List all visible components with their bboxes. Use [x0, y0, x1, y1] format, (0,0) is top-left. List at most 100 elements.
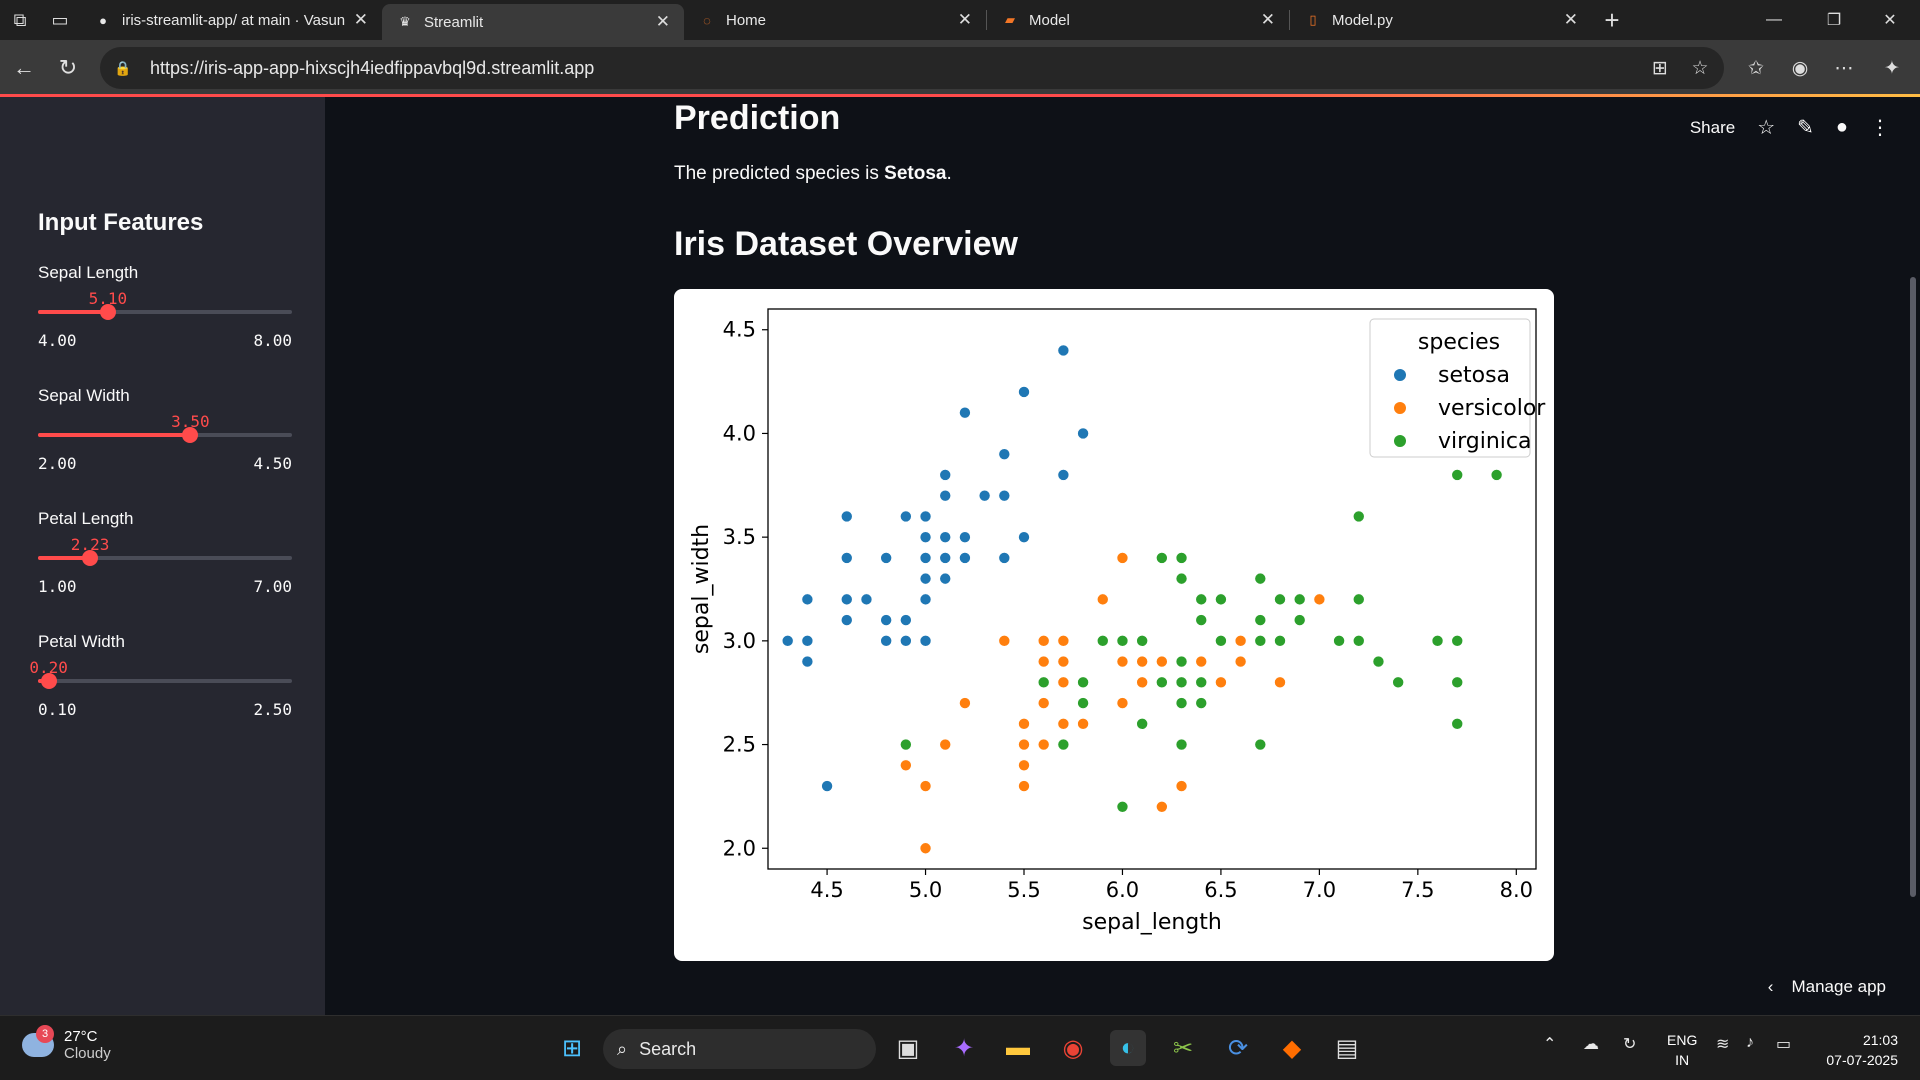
copilot-icon[interactable]: ✦ — [1884, 57, 1900, 79]
close-window-button[interactable]: ✕ — [1883, 12, 1897, 29]
tab-model-py[interactable]: ▯ Model.py ✕ — [1290, 0, 1592, 40]
restore-button[interactable]: ❐ — [1826, 12, 1842, 29]
share-button[interactable]: Share — [1689, 117, 1736, 137]
file-explorer-icon[interactable]: ▬ — [1006, 1034, 1030, 1061]
wifi-icon[interactable]: ≋ — [1716, 1036, 1730, 1053]
slider-thumb[interactable] — [99, 304, 116, 320]
slider-sepal-width[interactable]: Sepal Width 3.50 2.00 4.50 — [38, 386, 292, 496]
git-app-icon[interactable]: ◆ — [1282, 1034, 1302, 1062]
slider-thumb[interactable] — [82, 550, 99, 566]
slider-petal-width[interactable]: Petal Width 0.20 0.10 2.50 — [29, 632, 292, 742]
copilot-app-icon[interactable]: ✦ — [953, 1034, 975, 1062]
tab-home[interactable]: ◌ Home ✕ — [684, 0, 986, 40]
tab-github[interactable]: ● iris-streamlit-app/ at main · Vasun ✕ — [80, 0, 382, 40]
data-point-virginica — [1156, 676, 1168, 689]
slider-petal-length[interactable]: Petal Length 2.23 1.00 7.00 — [38, 509, 292, 619]
sidebar: Input Features Sepal Length 5.10 4.00 8.… — [0, 97, 325, 1015]
data-point-versicolor — [1175, 780, 1188, 792]
taskbar-search[interactable]: ⌕ Search — [603, 1029, 876, 1069]
url-field[interactable]: 🔒 https://iris-app-app-hixscjh4iedfippav… — [100, 47, 1724, 89]
more-vertical-icon[interactable]: ⋮ — [1870, 117, 1890, 139]
close-icon[interactable]: ✕ — [655, 12, 670, 31]
data-point-setosa — [880, 614, 892, 626]
close-icon[interactable]: ✕ — [353, 10, 368, 29]
data-point-virginica — [1077, 676, 1089, 689]
task-view-icon[interactable]: ▣ — [896, 1034, 920, 1062]
profile-avatar[interactable]: ◉ — [1791, 57, 1809, 79]
sidebar-title: Input Features — [38, 209, 204, 236]
onedrive-icon[interactable]: ☁ — [1583, 1036, 1599, 1053]
data-point-versicolor — [1156, 800, 1168, 813]
data-point-setosa — [959, 552, 971, 564]
data-point-setosa — [919, 635, 932, 647]
data-point-versicolor — [1018, 759, 1030, 772]
star-icon[interactable]: ☆ — [1757, 117, 1776, 139]
edit-icon[interactable]: ✎ — [1797, 117, 1814, 139]
sync-app-icon[interactable]: ⟳ — [1227, 1034, 1249, 1062]
close-icon[interactable]: ✕ — [957, 10, 972, 29]
x-tick-label: 7.0 — [1303, 878, 1336, 902]
app-available-icon[interactable]: ⊞ — [1652, 57, 1668, 79]
favorite-star-icon[interactable]: ☆ — [1691, 57, 1709, 79]
data-point-virginica — [1057, 738, 1070, 751]
data-point-virginica — [1175, 697, 1188, 709]
snipping-tool-icon[interactable]: ✂ — [1172, 1034, 1194, 1062]
workspaces-icon[interactable]: ⧉ — [13, 9, 27, 30]
battery-icon[interactable]: ▭ — [1776, 1036, 1792, 1053]
close-icon[interactable]: ✕ — [1260, 10, 1275, 29]
back-button[interactable]: ← — [13, 55, 35, 80]
slider-thumb[interactable] — [182, 427, 199, 443]
tab-model[interactable]: ▰ Model ✕ — [987, 0, 1289, 40]
slider-track[interactable] — [38, 427, 292, 443]
slider-track[interactable] — [38, 304, 292, 320]
y-tick-label: 2.5 — [723, 733, 756, 757]
data-point-virginica — [1096, 635, 1109, 647]
site-info-icon[interactable]: 🔒 — [114, 59, 132, 76]
data-point-virginica — [1431, 635, 1444, 647]
data-point-versicolor — [1018, 738, 1030, 751]
x-tick-label: 8.0 — [1500, 878, 1533, 902]
search-icon: ⌕ — [617, 1038, 628, 1059]
update-icon[interactable]: ↻ — [1623, 1036, 1637, 1053]
slider-track[interactable] — [38, 550, 292, 566]
data-point-setosa — [821, 780, 833, 792]
slider-sepal-length[interactable]: Sepal Length 5.10 4.00 8.00 — [38, 263, 292, 373]
prediction-prefix: The predicted species is — [674, 163, 885, 184]
start-icon[interactable]: ⊞ — [561, 1034, 583, 1062]
data-point-setosa — [998, 552, 1011, 564]
data-point-virginica — [1175, 552, 1188, 564]
tab-streamlit[interactable]: ♛ Streamlit ✕ — [382, 4, 684, 40]
data-point-setosa — [959, 406, 971, 419]
slider-thumb[interactable] — [40, 673, 57, 689]
edge-icon[interactable]: ◐ — [1110, 1030, 1146, 1066]
data-point-virginica — [1352, 635, 1365, 647]
refresh-button[interactable]: ↻ — [58, 55, 78, 80]
volume-icon[interactable]: ♪ — [1746, 1034, 1754, 1051]
slider-track[interactable] — [38, 673, 292, 689]
page-scrollbar[interactable] — [1910, 277, 1916, 897]
chrome-icon[interactable]: ◉ — [1062, 1034, 1084, 1062]
weather-widget[interactable]: 3 27°C Cloudy — [22, 1025, 111, 1062]
tab-title: Home — [726, 11, 767, 29]
weather-description: Cloudy — [64, 1045, 111, 1062]
slider-min: 0.10 — [38, 700, 77, 719]
more-menu-icon[interactable]: ⋯ — [1834, 57, 1854, 79]
data-point-versicolor — [1136, 655, 1148, 668]
data-point-virginica — [1195, 697, 1208, 709]
new-tab-button[interactable]: + — [1604, 4, 1620, 35]
chart-card: 4.5 5.0 5.5 6.0 6.5 7.0 7.5 8.0 2.0 2.5 3.0 3.5 4.0 4… — [674, 289, 1554, 961]
time: 21:03 — [1862, 1032, 1898, 1048]
slider-label: Sepal Length — [38, 263, 139, 282]
manage-app-button[interactable]: ‹ Manage app — [1768, 977, 1886, 997]
close-icon[interactable]: ✕ — [1563, 10, 1578, 29]
tray-overflow-icon[interactable]: ⌃ — [1543, 1036, 1557, 1053]
language-indicator[interactable]: ENG IN — [1667, 1030, 1697, 1070]
github-icon[interactable]: ● — [1835, 116, 1848, 138]
clock[interactable]: 21:03 07-07-2025 — [1826, 1030, 1898, 1070]
vertical-tabs-icon[interactable]: ▭ — [51, 9, 69, 30]
terminal-icon[interactable]: ▤ — [1335, 1034, 1359, 1062]
favorites-icon[interactable]: ✩ — [1748, 57, 1764, 79]
minimize-button[interactable]: — — [1766, 11, 1782, 28]
data-point-versicolor — [1136, 676, 1148, 689]
legend-marker-virginica — [1394, 435, 1406, 447]
